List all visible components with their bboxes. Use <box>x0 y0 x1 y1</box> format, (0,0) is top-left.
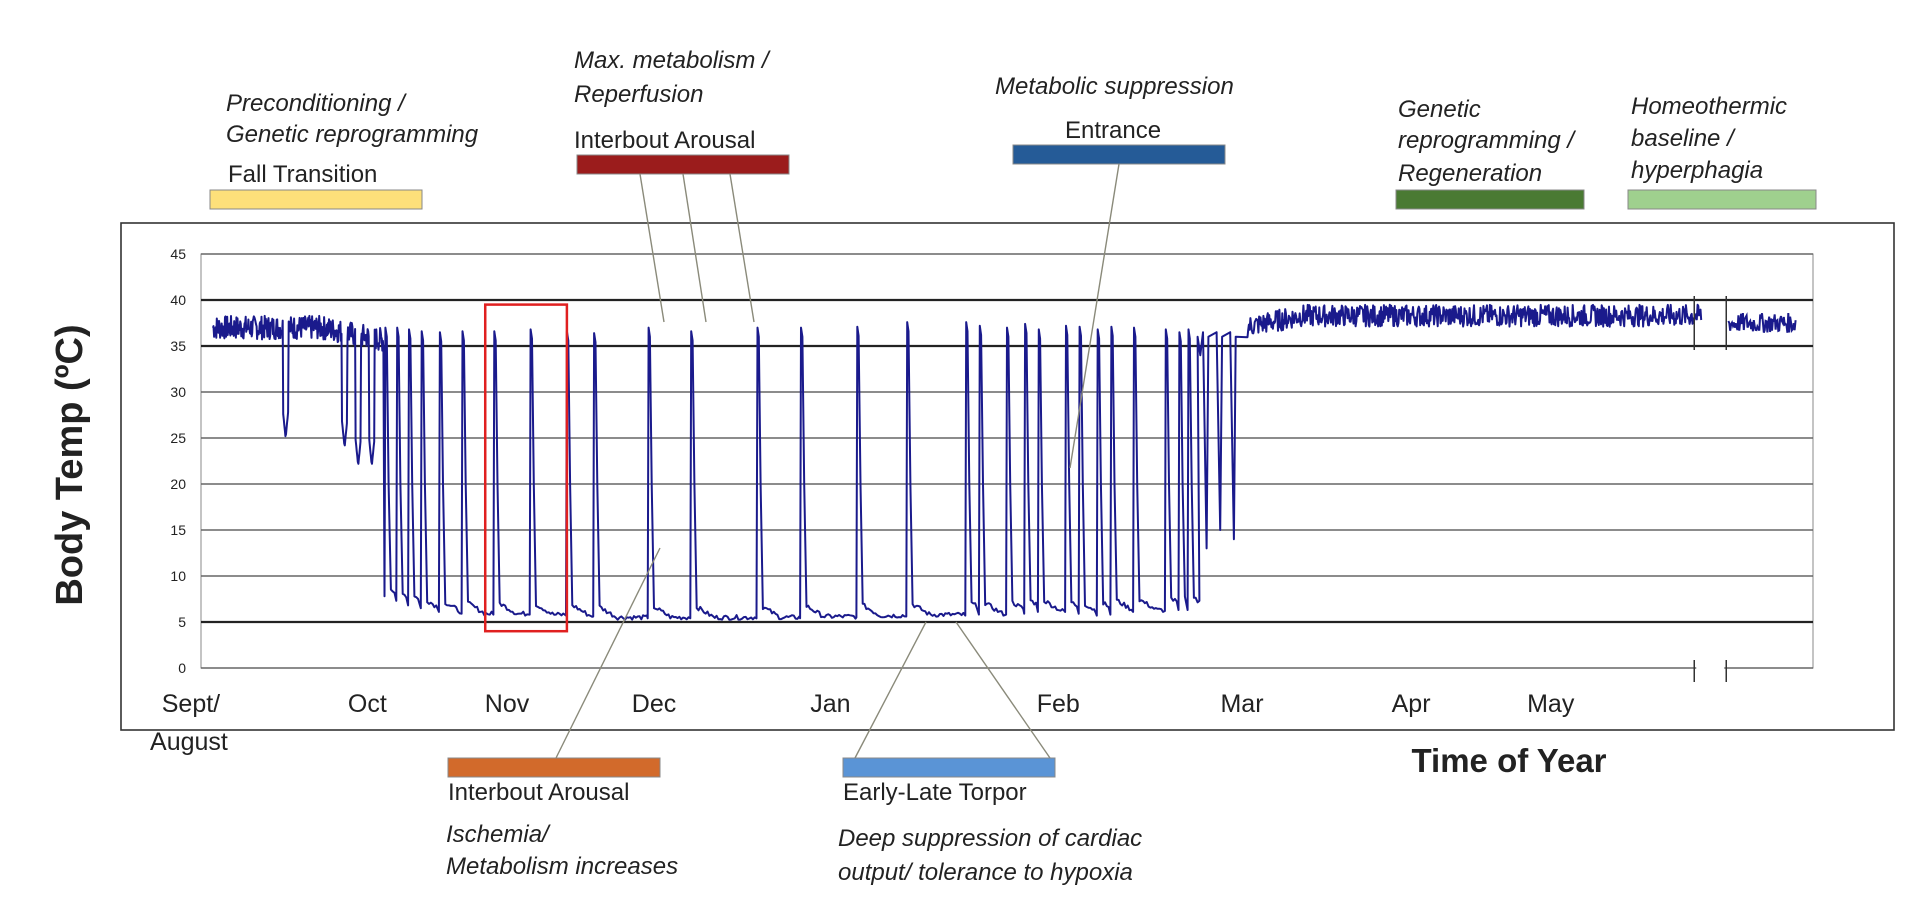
y-tick-label: 15 <box>170 522 186 538</box>
y-tick-label: 45 <box>170 246 186 262</box>
torpor-note: Deep suppression of cardiac output/ toler… <box>838 825 1142 886</box>
arousal-bottom-label: Interbout Arousal <box>448 779 629 806</box>
y-tick-label: 5 <box>178 614 186 630</box>
y-tick-label: 10 <box>170 568 186 584</box>
torpor-label: Early-Late Torpor <box>843 779 1027 806</box>
homeothermic-note: Homeothermic baseline / hyperphagia <box>1631 93 1787 184</box>
connector-arousal-1 <box>639 173 665 323</box>
x-tick-label: Nov <box>485 690 530 718</box>
y-tick-label: 35 <box>170 338 186 354</box>
x-tick-label: Sept/ <box>162 690 220 718</box>
body-temp-trace-after-break <box>1727 312 1797 333</box>
highlight-box <box>483 303 569 633</box>
annotation-connectors <box>555 163 1120 759</box>
connector-interbout-bottom <box>555 547 661 759</box>
regeneration-bar <box>1395 189 1585 210</box>
chart-frame <box>120 222 1895 731</box>
homeothermic-bar <box>1627 189 1817 210</box>
regeneration-note: Genetic reprogramming / Regeneration <box>1398 96 1576 187</box>
connector-arousal-2 <box>682 173 707 323</box>
fall-transition-note: Preconditioning / Genetic reprogramming <box>226 90 479 148</box>
fall-transition-label: Fall Transition <box>228 161 377 188</box>
x-tick-sublabel: August <box>150 728 228 756</box>
x-tick-label: Apr <box>1392 690 1431 718</box>
y-axis-label: Body Temp (ºC) <box>49 324 91 605</box>
y-tick-label: 20 <box>170 476 186 492</box>
fall-transition-bar <box>209 189 423 210</box>
entrance-bar <box>1012 144 1226 165</box>
series-layer <box>212 303 1797 621</box>
entrance-label: Entrance <box>1065 117 1161 144</box>
arousal-bottom-note: Ischemia/Metabolism increases <box>446 821 678 880</box>
y-tick-label: 40 <box>170 292 186 308</box>
interbout-arousal-bottom-bar <box>447 757 661 778</box>
y-tick-label: 30 <box>170 384 186 400</box>
connector-torpor-2 <box>955 621 1051 759</box>
axis-break <box>1693 296 1728 682</box>
x-tick-label: Oct <box>348 690 387 718</box>
x-tick-label: Dec <box>632 690 676 718</box>
connector-arousal-3 <box>729 173 755 323</box>
interbout-arousal-top-bar <box>576 154 790 175</box>
y-axis-ticks: 0 5 10 15 20 25 30 35 40 45 <box>170 246 186 676</box>
x-tick-label: May <box>1527 690 1575 718</box>
x-tick-label: Jan <box>810 690 850 718</box>
x-axis-label: Time of Year <box>1411 742 1606 779</box>
body-temp-trace <box>212 303 1703 621</box>
entrance-note: Metabolic suppression <box>995 73 1234 100</box>
connector-torpor-1 <box>854 621 927 759</box>
y-tick-label: 0 <box>178 660 186 676</box>
early-late-torpor-bar <box>842 757 1056 778</box>
arousal-top-note: Max. metabolism / Reperfusion <box>574 47 771 108</box>
axis-break-gap <box>1696 666 1725 671</box>
arousal-top-label: Interbout Arousal <box>574 127 755 154</box>
connector-entrance <box>1069 163 1120 469</box>
x-tick-label: Mar <box>1220 690 1263 718</box>
x-axis-ticks: Sept/August Oct Nov Dec Jan Feb Mar Apr May <box>150 690 1575 756</box>
x-tick-label: Feb <box>1037 690 1080 718</box>
y-tick-label: 25 <box>170 430 186 446</box>
